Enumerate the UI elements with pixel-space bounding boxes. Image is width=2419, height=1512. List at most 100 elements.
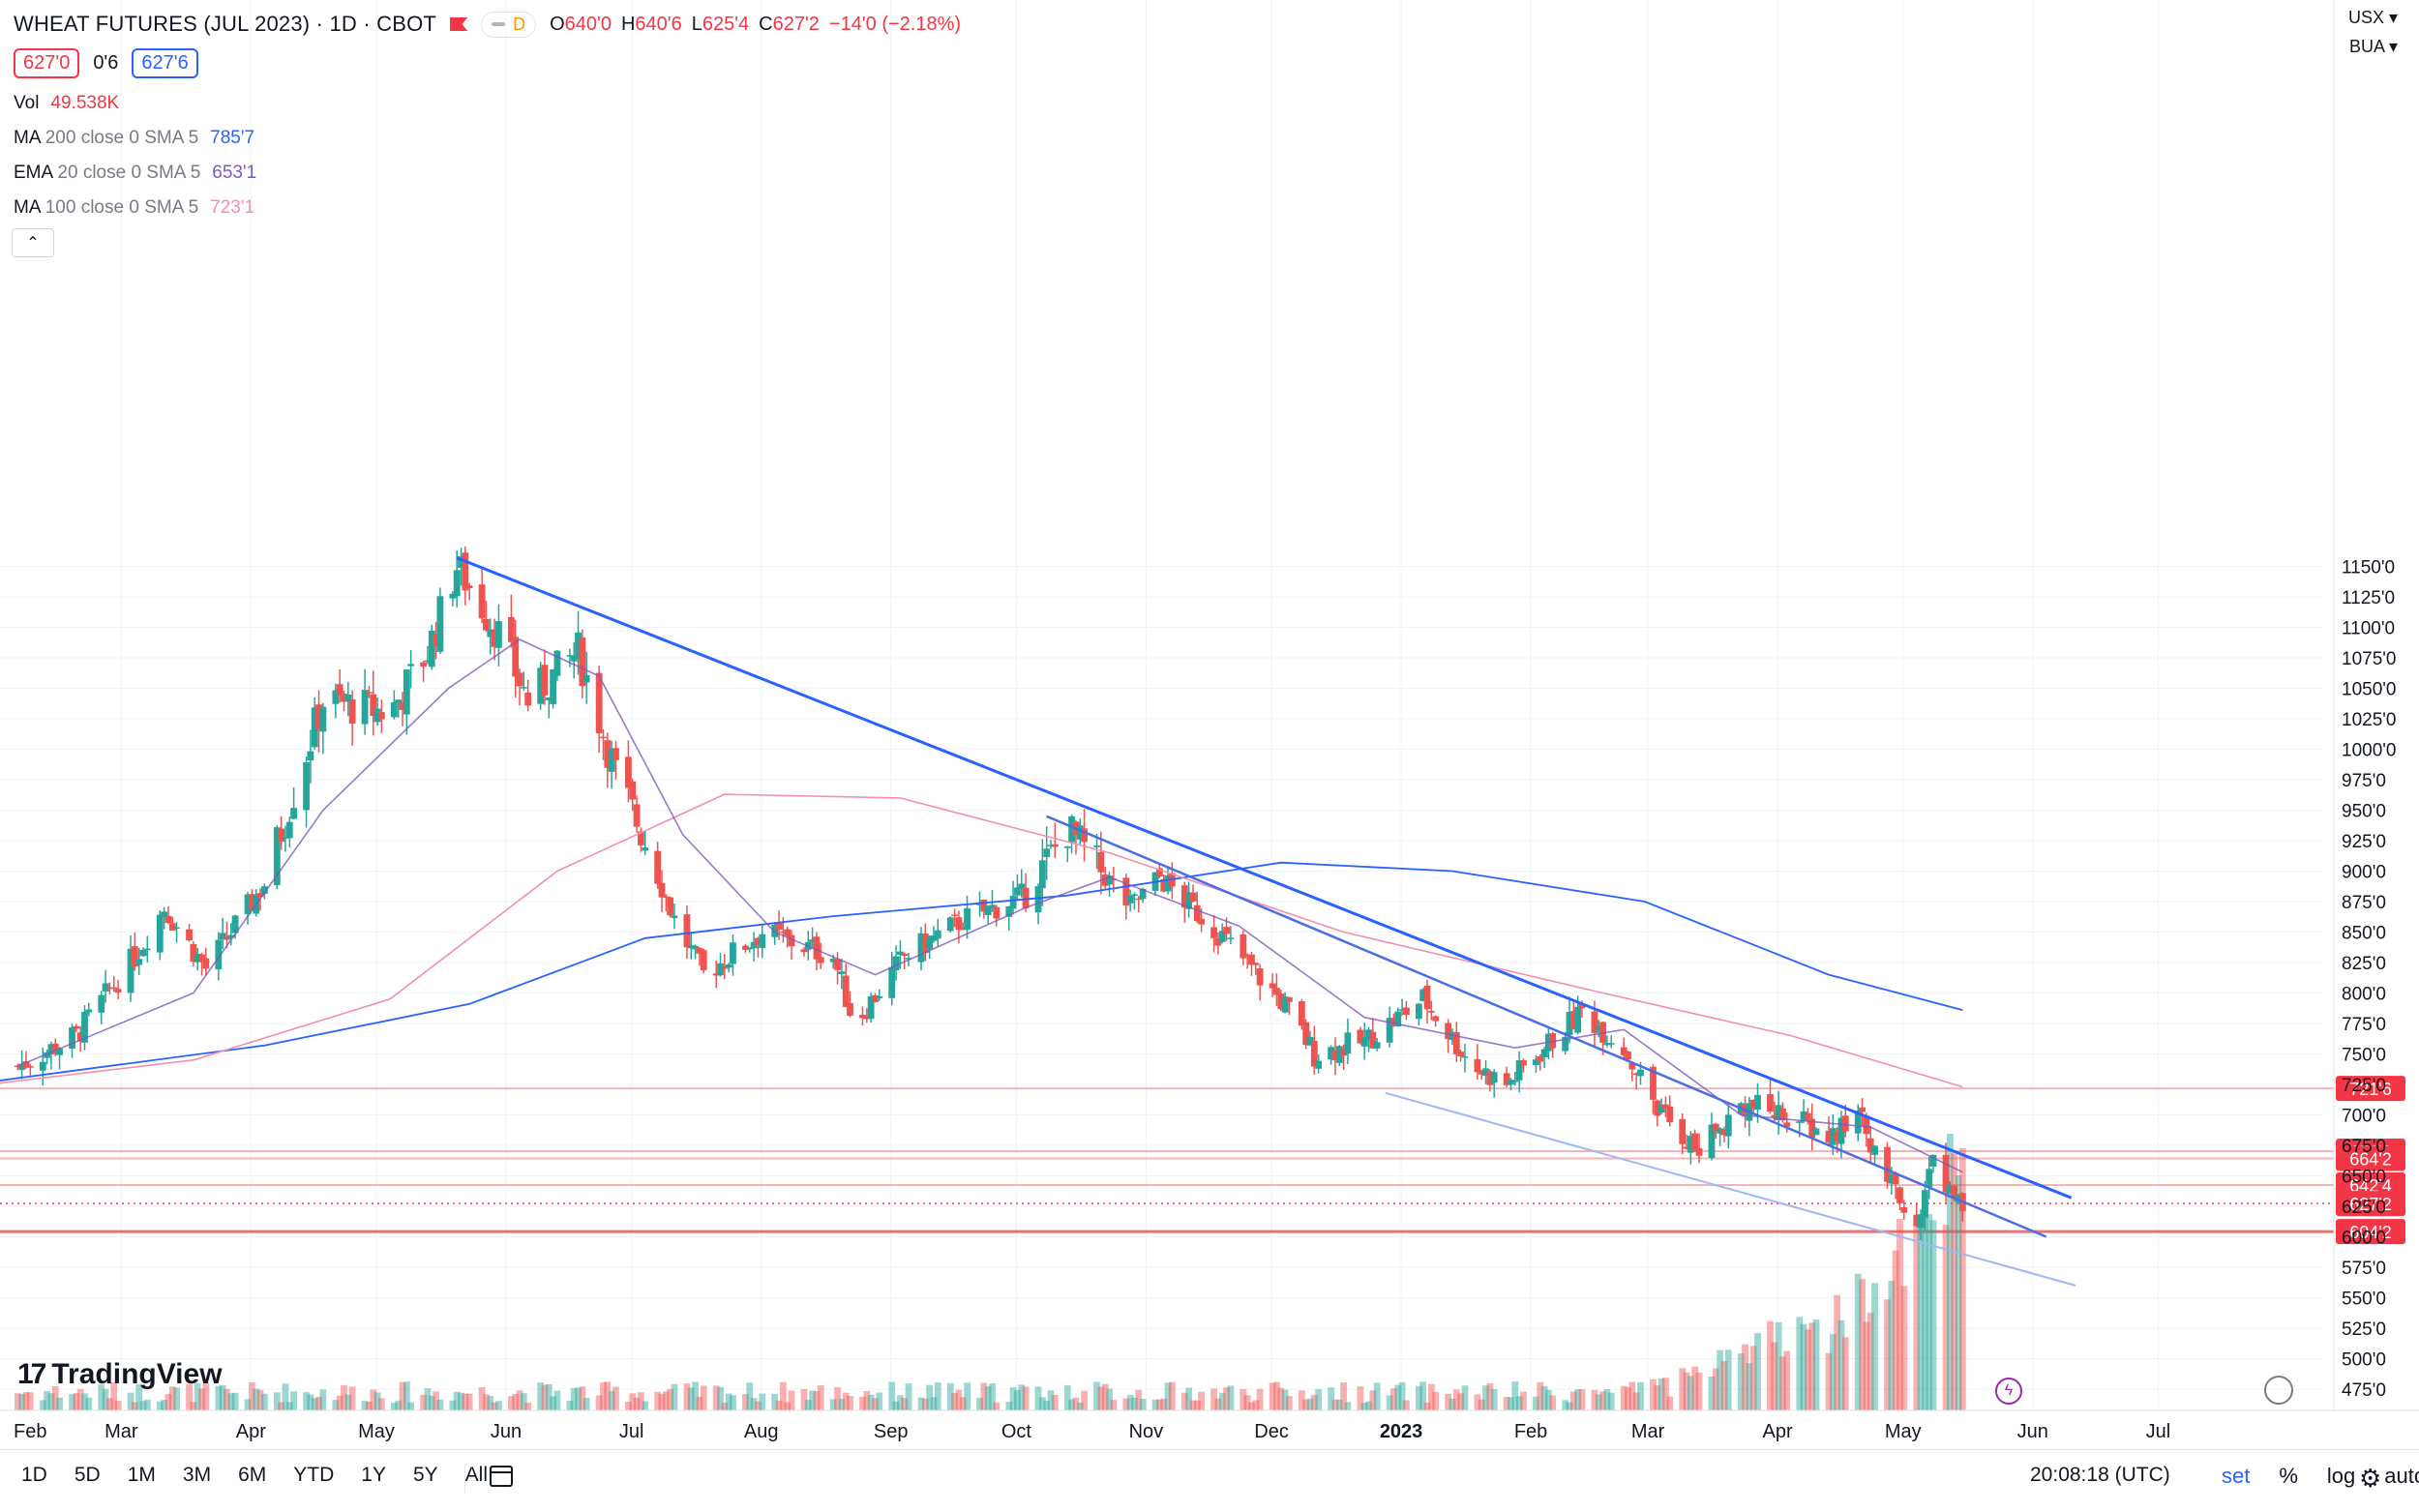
candle-body [1310, 1041, 1318, 1067]
legend-ma100[interactable]: MA 100 close 0 SMA 5 723'1 [14, 197, 254, 219]
log-scale-button[interactable]: log [2326, 1464, 2356, 1488]
volume-bar [1783, 1350, 1791, 1410]
volume-bar [867, 1394, 875, 1410]
candle-body [341, 694, 347, 702]
candle-body [955, 917, 963, 931]
timeframe-1m[interactable]: 1M [127, 1464, 156, 1486]
buy-price-button[interactable]: 627'6 [132, 47, 198, 78]
volume-bar [1427, 1383, 1435, 1410]
volume-bar [420, 1394, 428, 1410]
candle-body [1373, 1042, 1381, 1049]
flag-icon[interactable] [450, 17, 468, 31]
currency-selector[interactable]: USX ▾ [2347, 8, 2398, 27]
calendar-icon[interactable] [490, 1466, 513, 1487]
candle-body [717, 963, 724, 976]
volume-bar [1461, 1385, 1469, 1410]
volume-bar [453, 1391, 461, 1410]
volume-bar [1620, 1385, 1628, 1410]
timeframe-1y[interactable]: 1Y [361, 1464, 386, 1486]
candle-body [319, 706, 327, 732]
volume-bar [319, 1389, 327, 1410]
legend-ema20[interactable]: EMA 20 close 0 SMA 5 653'1 [14, 163, 256, 184]
volume-bar [1193, 1400, 1201, 1410]
timeframe-1d[interactable]: 1D [21, 1464, 47, 1486]
volume-bar [512, 1393, 520, 1410]
candle-body [18, 1063, 26, 1071]
legend-ma200[interactable]: MA 200 close 0 SMA 5 785'7 [14, 128, 254, 149]
candle-body [231, 915, 239, 934]
legend-ema20-value: 653'1 [212, 163, 257, 183]
candle-body [625, 756, 632, 788]
candle-body [1252, 963, 1260, 965]
volume-bar [1101, 1383, 1109, 1410]
timeframe-ytd[interactable]: YTD [293, 1464, 335, 1486]
price-level-tag [2336, 1219, 2405, 1245]
volume-bar [449, 1400, 457, 1410]
candle-body [1063, 845, 1071, 848]
sell-price-button[interactable]: 627'0 [14, 47, 80, 78]
unit-selector[interactable]: BUA ▾ [2348, 37, 2398, 56]
candle-body [1951, 1185, 1958, 1200]
volume-bar [1335, 1399, 1343, 1410]
hourglass-icon[interactable] [2264, 1376, 2293, 1405]
candle-body [1394, 1011, 1402, 1027]
candle-body [712, 973, 720, 976]
candle-body [407, 664, 415, 667]
candle-body [1097, 851, 1105, 873]
lightning-icon[interactable]: ϟ [1995, 1378, 2022, 1405]
collapse-legend-button[interactable]: ⌃ [12, 228, 54, 257]
gear-icon[interactable]: ⚙ [2359, 1464, 2382, 1493]
clock-readout[interactable]: 20:08:18 (UTC) [2030, 1464, 2170, 1486]
volume-bar [1478, 1399, 1485, 1410]
volume-bar [834, 1386, 841, 1410]
candle-body [1603, 1043, 1611, 1046]
x-tick-label: Jul [619, 1421, 644, 1442]
candle-body [420, 662, 428, 667]
auto-scale-button[interactable]: auto [2384, 1464, 2419, 1488]
candle-body [1578, 1003, 1586, 1009]
volume-bar [1218, 1392, 1226, 1410]
interval-badge[interactable]: D [481, 11, 537, 38]
volume-bar [273, 1392, 281, 1410]
candle-body [194, 953, 201, 963]
volume-bar [433, 1391, 439, 1410]
volume-bar [1014, 1389, 1021, 1410]
candle-body [980, 899, 988, 912]
x-tick-label: Jun [491, 1421, 522, 1442]
candle-body [1457, 1052, 1465, 1057]
volume-bar [625, 1402, 632, 1410]
timeframe-6m[interactable]: 6M [238, 1464, 267, 1486]
candle-body [788, 934, 795, 947]
candle-body [1825, 1130, 1833, 1143]
candle-body [1106, 875, 1113, 885]
volume-bar [399, 1381, 406, 1410]
timeframe-all[interactable]: All [464, 1464, 488, 1486]
volume-bar [838, 1399, 846, 1410]
symbol-title[interactable]: WHEAT FUTURES (JUL 2023) · 1D · CBOT [14, 12, 437, 36]
volume-bar [1574, 1389, 1582, 1410]
candle-body [1691, 1133, 1699, 1150]
candle-body [1834, 1131, 1841, 1141]
volume-bar [1654, 1385, 1661, 1410]
candle-body [282, 837, 289, 839]
volume-bar [478, 1386, 486, 1410]
timeframe-3m[interactable]: 3M [182, 1464, 212, 1486]
percent-scale-button[interactable]: % [2279, 1464, 2298, 1488]
volume-bar [1854, 1273, 1862, 1410]
volume-bar [784, 1402, 791, 1410]
volume-bar [1285, 1396, 1293, 1410]
volume-bar [1859, 1279, 1866, 1410]
session-button[interactable]: set [2222, 1464, 2251, 1488]
tradingview-logo[interactable]: 17 TradingView [17, 1358, 223, 1391]
volume-bar [813, 1391, 821, 1410]
timeframe-5y[interactable]: 5Y [412, 1464, 438, 1486]
candle-body [1189, 892, 1197, 902]
volume-bar [1340, 1381, 1347, 1410]
candle-body [1900, 1206, 1908, 1213]
volume-bar [1419, 1381, 1427, 1410]
timeframe-5d[interactable]: 5D [74, 1464, 101, 1486]
volume-bar [1796, 1317, 1804, 1410]
legend-vol[interactable]: Vol 49.538K [14, 93, 119, 114]
candle-body [1566, 1012, 1573, 1035]
